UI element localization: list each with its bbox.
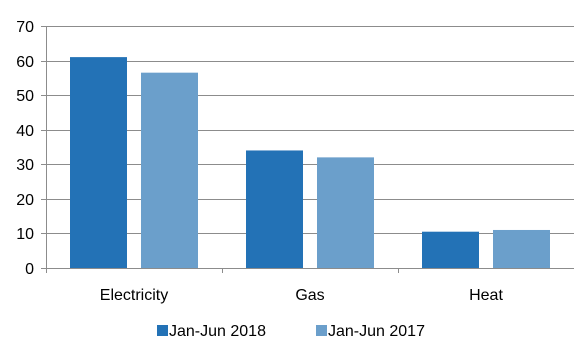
y-tick-label: 60 xyxy=(16,54,34,71)
x-tick-label: Gas xyxy=(295,287,324,304)
bar-gas-2018 xyxy=(246,150,303,268)
gridlines xyxy=(46,26,574,234)
y-tick-label: 70 xyxy=(16,19,34,36)
bars xyxy=(70,57,550,269)
y-tick-label: 10 xyxy=(16,226,34,243)
bar-electricity-2017 xyxy=(141,72,198,269)
bar-electricity-2018 xyxy=(70,57,127,268)
legend-swatch xyxy=(157,325,168,336)
y-tick-label: 0 xyxy=(25,261,34,278)
y-tick-labels: 0 10 20 30 40 50 60 70 xyxy=(16,19,34,278)
y-tick-label: 40 xyxy=(16,123,34,140)
legend-label: Jan-Jun 2018 xyxy=(169,323,266,340)
bar-heat-2017 xyxy=(493,229,550,268)
x-tick-label: Heat xyxy=(469,287,503,304)
legend: Jan-Jun 2018 Jan-Jun 2017 xyxy=(157,323,425,340)
axes xyxy=(41,26,574,273)
legend-swatch xyxy=(316,325,327,336)
y-tick-label: 20 xyxy=(16,192,34,209)
y-tick-label: 50 xyxy=(16,88,34,105)
x-tick-labels: Electricity Gas Heat xyxy=(100,287,504,304)
x-tick-label: Electricity xyxy=(100,287,168,304)
bar-heat-2018 xyxy=(422,231,479,268)
bar-gas-2017 xyxy=(317,157,374,268)
legend-label: Jan-Jun 2017 xyxy=(328,323,425,340)
y-tick-label: 30 xyxy=(16,157,34,174)
